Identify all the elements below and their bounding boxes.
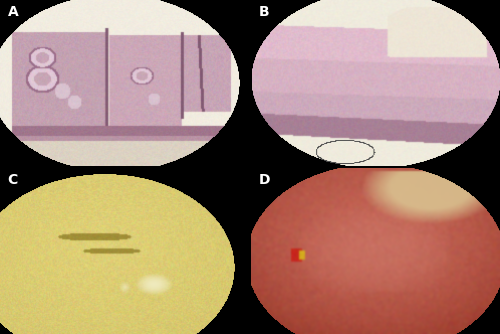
Text: B: B — [258, 5, 270, 19]
Text: D: D — [258, 173, 270, 187]
Text: A: A — [8, 5, 18, 19]
Text: C: C — [8, 173, 18, 187]
